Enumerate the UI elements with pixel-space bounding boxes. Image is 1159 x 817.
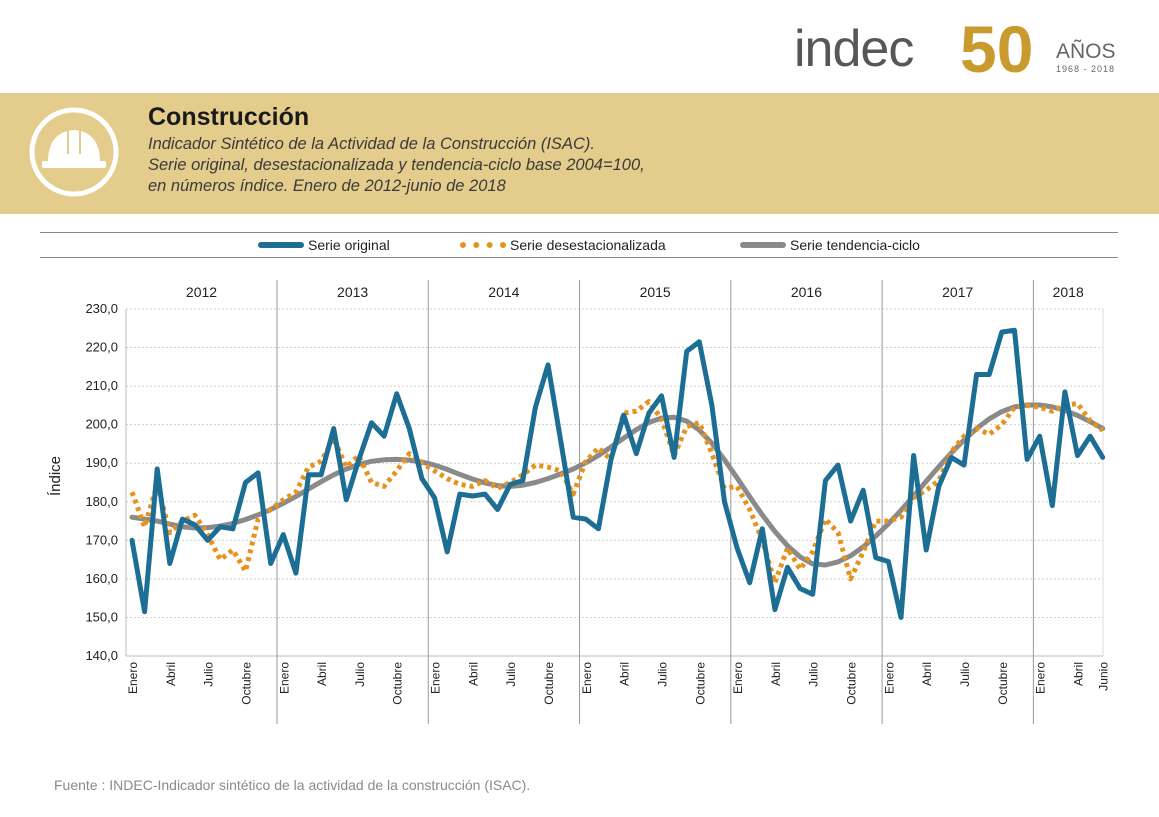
- x-tick-label: Enero: [731, 662, 745, 694]
- legend-label-tendencia: Serie tendencia-ciclo: [790, 237, 920, 253]
- x-tick-label: Abril: [1071, 662, 1085, 686]
- x-tick-label: Julio: [958, 662, 972, 687]
- y-tick-label: 220,0: [85, 340, 118, 355]
- legend-swatch-original: [258, 242, 304, 248]
- x-tick-label: Abril: [315, 662, 329, 686]
- y-tick-label: 180,0: [85, 494, 118, 509]
- chart-legend: Serie original Serie desestacionalizada …: [40, 232, 1118, 258]
- x-tick-label: Octubre: [996, 662, 1010, 705]
- y-tick-label: 230,0: [85, 301, 118, 316]
- x-tick-label: Enero: [429, 662, 443, 694]
- x-tick-label: Julio: [353, 662, 367, 687]
- y-tick-label: 200,0: [85, 417, 118, 432]
- legend-item-desest: Serie desestacionalizada: [460, 233, 666, 257]
- x-tick-label: Abril: [920, 662, 934, 686]
- subtitle-line: en números índice. Enero de 2012-junio d…: [148, 177, 506, 195]
- x-tick-label: Julio: [807, 662, 821, 687]
- y-tick-label: 160,0: [85, 571, 118, 586]
- x-tick-label: Enero: [882, 662, 896, 694]
- year-label: 2017: [942, 284, 973, 300]
- x-tick-label: Junio: [1097, 662, 1111, 691]
- series-line-serie-original: [129, 327, 1106, 620]
- y-tick-label: 170,0: [85, 532, 118, 547]
- construction-helmet-icon: [29, 107, 119, 197]
- page-subtitle: Indicador Sintético de la Actividad de l…: [148, 134, 848, 197]
- subtitle-line: Indicador Sintético de la Actividad de l…: [148, 135, 595, 153]
- x-tick-label: Abril: [618, 662, 632, 686]
- x-tick-label: Octubre: [542, 662, 556, 705]
- year-label: 2018: [1053, 284, 1084, 300]
- y-tick-label: 150,0: [85, 609, 118, 624]
- logo-brand-text: indec: [794, 20, 913, 78]
- x-tick-label: Octubre: [693, 662, 707, 705]
- year-label: 2015: [640, 284, 671, 300]
- x-tick-label: Octubre: [239, 662, 253, 705]
- legend-swatch-desest: [460, 242, 506, 248]
- legend-item-original: Serie original: [258, 233, 390, 257]
- page-title: Construcción: [148, 103, 310, 131]
- logo-anos-text: AÑOS: [1056, 39, 1116, 63]
- x-tick-label: Enero: [277, 662, 291, 694]
- legend-swatch-tendencia: [740, 242, 786, 248]
- y-tick-label: 210,0: [85, 378, 118, 393]
- legend-item-tendencia: Serie tendencia-ciclo: [740, 233, 920, 257]
- legend-label-original: Serie original: [308, 237, 390, 253]
- x-tick-label: Abril: [164, 662, 178, 686]
- logo-years-text: 1968 - 2018: [1056, 64, 1115, 74]
- isac-line-chart: 2012 2013 2014 2015 2016 2017 2018 140,0 150,0 1…: [47, 280, 1111, 724]
- source-footnote: Fuente : INDEC-Indicador sintético de la…: [54, 777, 531, 793]
- year-label: 2013: [337, 284, 368, 300]
- year-label: 2014: [488, 284, 519, 300]
- subtitle-line: Serie original, desestacionalizada y ten…: [148, 156, 645, 174]
- x-tick-label: Abril: [466, 662, 480, 686]
- indec-50-anos-logo: indec 50 AÑOS 1968 - 2018: [794, 14, 1116, 84]
- x-tick-label: Octubre: [391, 662, 405, 705]
- logo-anniversary-number: 50: [960, 14, 1033, 84]
- header-banner: Construcción Indicador Sintético de la A…: [0, 93, 1159, 214]
- x-tick-label: Enero: [1034, 662, 1048, 694]
- x-tick-label: Enero: [126, 662, 140, 694]
- y-tick-label: 190,0: [85, 455, 118, 470]
- x-tick-label: Julio: [202, 662, 216, 687]
- x-tick-label: Julio: [504, 662, 518, 687]
- legend-label-desest: Serie desestacionalizada: [510, 237, 666, 253]
- x-tick-label: Octubre: [845, 662, 859, 705]
- year-label: 2012: [186, 284, 217, 300]
- y-tick-label: 140,0: [85, 648, 118, 663]
- year-label: 2016: [791, 284, 822, 300]
- x-tick-label: Julio: [655, 662, 669, 687]
- x-tick-label: Enero: [580, 662, 594, 694]
- y-axis-label: Índice: [47, 456, 64, 496]
- x-tick-label: Abril: [769, 662, 783, 686]
